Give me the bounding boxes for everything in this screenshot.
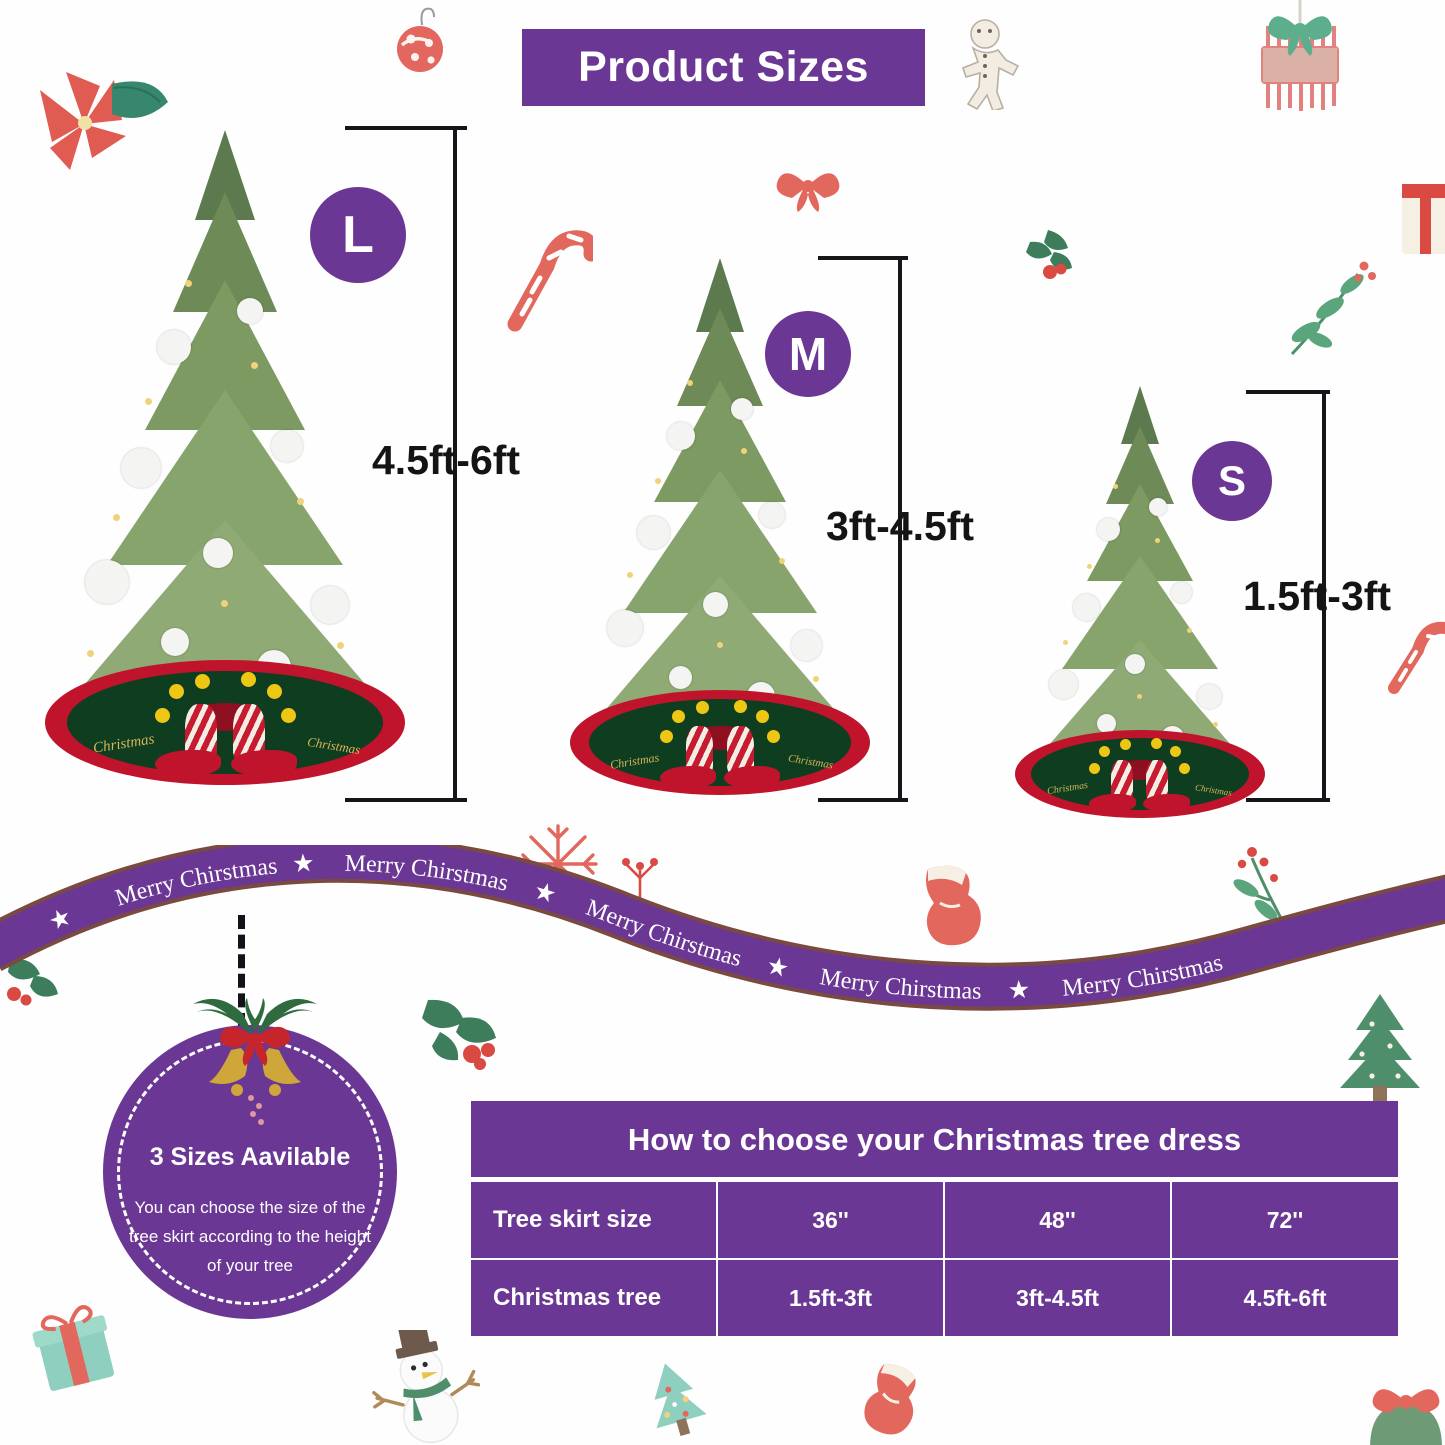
bauble-bow-icon [1370, 1389, 1442, 1445]
ornament-ball-icon [397, 7, 443, 72]
page-title: Product Sizes [578, 43, 869, 91]
table-row: Christmas tree 1.5ft-3ft 3ft-4.5ft 4.5ft… [471, 1258, 1398, 1336]
sizes-available-title: 3 Sizes Aavilable [149, 1143, 351, 1171]
size-badge-small: S [1192, 441, 1272, 521]
dimension-bracket-large [345, 126, 467, 802]
dimension-bracket-medium [818, 256, 908, 802]
snowman-icon [372, 1330, 480, 1444]
table-row-label: Tree skirt size [471, 1180, 718, 1260]
ribbon-star-2: ★ [291, 850, 315, 878]
merry-christmas-ribbon: ★ Merry Chirstmas ★ Merry Chirstmas ★ Me… [0, 845, 1445, 1045]
tree-medium: Christmas Christmas [540, 250, 900, 810]
bow-icon [776, 173, 840, 212]
candy-cane-icon [507, 230, 593, 332]
dimension-label-medium: 3ft-4.5ft [826, 503, 975, 549]
tree-skirt-medium: Christmas Christmas [570, 690, 870, 795]
candy-cane-small-icon [1388, 621, 1445, 694]
holly-icon [1026, 230, 1072, 279]
table-cell: 4.5ft-6ft [1170, 1258, 1398, 1336]
stocking-bottom-icon [864, 1363, 916, 1435]
tree-skirt-small: Christmas Christmas [1015, 730, 1265, 818]
small-sprig-icon [622, 858, 658, 900]
tree-skirt-large: Christmas Christmas [45, 660, 405, 785]
small-tree-icon [654, 1363, 707, 1437]
tree-small: Christmas Christmas [990, 380, 1290, 818]
gingerbread-man-icon [962, 19, 1020, 110]
table-row-label: Christmas tree [471, 1258, 718, 1336]
dimension-bracket-small [1246, 390, 1330, 802]
size-chart-title: How to choose your Christmas tree dress [471, 1101, 1398, 1177]
size-badge-medium: M [765, 311, 851, 397]
size-chart-table: How to choose your Christmas tree dress … [471, 1101, 1398, 1336]
ribbon-connector-dashed-line [238, 915, 245, 1027]
berry-branch-icon [1233, 847, 1294, 939]
ribbon-star-5: ★ [1007, 977, 1030, 1005]
stocking-icon [926, 865, 981, 946]
dimension-label-small: 1.5ft-3ft [1243, 573, 1392, 619]
table-cell: 1.5ft-3ft [716, 1258, 945, 1336]
size-badge-large: L [310, 187, 406, 283]
table-cell: 36'' [716, 1180, 945, 1260]
table-cell: 3ft-4.5ft [943, 1258, 1172, 1336]
size-badge-small-label: S [1217, 457, 1246, 504]
table-cell: 48'' [943, 1180, 1172, 1260]
table-row: Tree skirt size 36'' 48'' 72'' [471, 1180, 1398, 1260]
bells-bow-icon [193, 998, 317, 1125]
gift-box-icon [1402, 184, 1445, 254]
size-badge-large-label: L [342, 206, 374, 264]
gift-box-mint-icon [32, 1305, 115, 1391]
christmas-tree-icon [1340, 994, 1420, 1104]
table-cell: 72'' [1170, 1180, 1398, 1260]
size-badge-medium-label: M [788, 328, 828, 380]
holly-large-icon [422, 999, 496, 1070]
dimension-label-large: 4.5ft-6ft [372, 437, 521, 483]
hanging-lantern-icon [1261, 0, 1339, 111]
page-title-banner: Product Sizes [522, 29, 925, 106]
sizes-available-body: You can choose the size of the tree skir… [129, 1198, 371, 1276]
berry-sprig-icon [1290, 261, 1376, 356]
poinsettia-icon [40, 72, 168, 170]
tree-large: Christmas Christmas [10, 120, 440, 810]
holly-left-icon [7, 959, 58, 1006]
